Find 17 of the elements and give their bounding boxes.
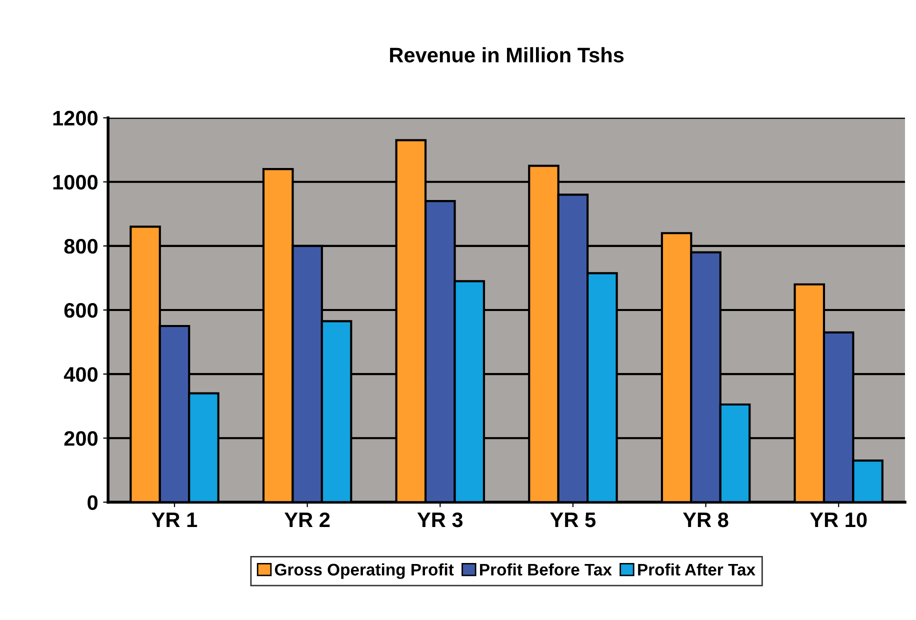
legend-label: Profit Before Tax <box>480 563 612 576</box>
legend-label: Profit After Tax <box>638 563 756 576</box>
x-tick-label: YR 10 <box>810 512 867 528</box>
y-tick-label: 1200 <box>53 110 98 126</box>
x-tick-label: YR 8 <box>682 512 728 528</box>
y-tick-label: 200 <box>64 431 98 446</box>
x-tick-label: YR 3 <box>417 512 463 528</box>
y-tick-label: 600 <box>64 303 98 318</box>
y-tick-label: 400 <box>64 367 98 382</box>
x-tick-label: YR 2 <box>284 512 330 528</box>
chart-title: Revenue in Million Tshs <box>390 47 624 62</box>
legend-label: Gross Operating Profit <box>274 563 454 579</box>
x-tick-label: YR 1 <box>152 512 198 528</box>
y-tick-label: 1000 <box>53 174 98 190</box>
y-tick-label: 0 <box>88 495 98 510</box>
y-tick-label: 800 <box>64 238 98 254</box>
x-tick-label: YR 5 <box>550 512 596 528</box>
